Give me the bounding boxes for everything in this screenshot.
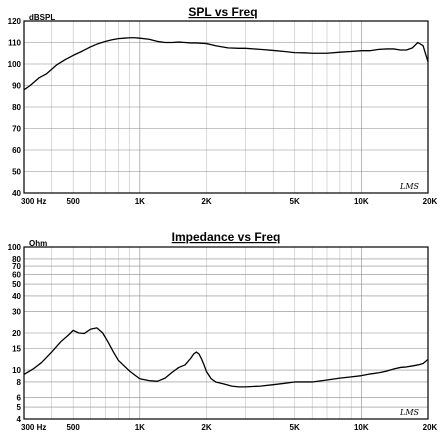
impedance-lms-watermark: LMS	[399, 408, 420, 417]
spl-y-tick-label: 80	[12, 103, 21, 112]
spl-x-tick-label: 10K	[354, 197, 369, 206]
impedance-y-tick-label: 15	[12, 344, 21, 353]
impedance-y-tick-label: 100	[8, 243, 22, 252]
impedance-x-tick-labels: 300 Hz 500 1K 2K 5K 10K 20K	[21, 423, 438, 432]
spl-x-tick-label: 300 Hz	[21, 197, 46, 206]
spl-y-tick-label: 50	[12, 168, 21, 177]
impedance-curve	[23, 327, 429, 388]
impedance-plot-frame	[23, 246, 429, 420]
impedance-x-tick-label: 5K	[290, 423, 300, 432]
spl-x-tick-label: 500	[66, 197, 80, 206]
impedance-y-tick-label: 6	[17, 393, 22, 402]
spl-x-tick-label: 20K	[423, 197, 438, 206]
impedance-grid	[24, 247, 428, 419]
impedance-chart-title: Impedance vs Freq	[172, 230, 281, 244]
spl-y-tick-labels: 40 50 60 70 80 90 100 110 120	[8, 17, 22, 198]
impedance-y-tick-label: 70	[12, 262, 21, 271]
spl-chart-title: SPL vs Freq	[188, 5, 257, 19]
impedance-x-tick-label: 1K	[135, 423, 145, 432]
spl-curve	[23, 37, 429, 91]
spl-y-tick-label: 90	[12, 82, 21, 91]
impedance-y-tick-label: 60	[12, 270, 21, 279]
spl-plot-frame	[23, 20, 429, 194]
spl-y-tick-label: 120	[8, 17, 22, 26]
impedance-y-tick-label: 20	[12, 329, 21, 338]
impedance-y-tick-label: 4	[17, 415, 22, 424]
spl-x-tick-label: 1K	[135, 197, 145, 206]
spl-x-tick-label: 2K	[201, 197, 211, 206]
spl-y-tick-label: 40	[12, 189, 21, 198]
spl-grid	[24, 21, 428, 193]
impedance-y-tick-label: 10	[12, 366, 21, 375]
impedance-y-tick-label: 50	[12, 280, 21, 289]
impedance-y-tick-label: 40	[12, 292, 21, 301]
impedance-x-tick-label: 10K	[354, 423, 369, 432]
spl-lms-watermark: LMS	[399, 182, 420, 191]
impedance-chart: Impedance vs Freq Ohm 4 56 8 10 15 20 30 40 5060…	[8, 230, 438, 432]
spl-x-tick-labels: 300 Hz 500 1K 2K 5K 10K 20K	[21, 197, 438, 206]
impedance-y-tick-label: 8	[17, 378, 22, 387]
impedance-x-tick-label: 300 Hz	[21, 423, 46, 432]
impedance-y-tick-label: 80	[12, 255, 21, 264]
impedance-y-tick-label: 30	[12, 307, 21, 316]
spl-y-tick-label: 100	[8, 60, 22, 69]
spl-y-axis-label: dBSPL	[29, 13, 55, 22]
spl-y-tick-label: 70	[12, 125, 21, 134]
impedance-x-tick-label: 20K	[423, 423, 438, 432]
spl-y-tick-label: 60	[12, 146, 21, 155]
impedance-y-tick-label: 5	[17, 403, 22, 412]
spl-chart: SPL vs Freq dBSPL 405060708090100110120 …	[8, 5, 438, 206]
impedance-x-tick-label: 2K	[201, 423, 211, 432]
spl-y-tick-label: 110	[8, 39, 21, 48]
impedance-x-tick-label: 500	[66, 423, 80, 432]
spl-x-tick-label: 5K	[290, 197, 300, 206]
impedance-y-axis-label: Ohm	[29, 239, 47, 248]
